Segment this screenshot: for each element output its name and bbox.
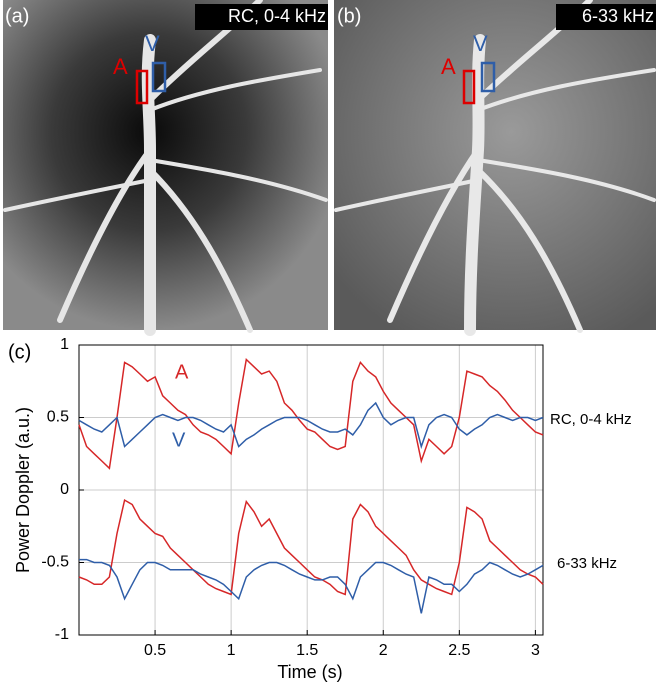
marker-label: A xyxy=(441,54,456,79)
annotation: A xyxy=(175,361,189,383)
data-line xyxy=(78,498,544,596)
x-tick-label: 3 xyxy=(531,642,540,659)
panel-title: RC, 0-4 kHz xyxy=(228,6,326,26)
data-line xyxy=(79,558,544,614)
x-tick-label: 0.5 xyxy=(144,642,166,659)
annotation: RC, 0-4 kHz xyxy=(550,411,632,428)
y-tick-label: 1 xyxy=(60,336,69,353)
marker-label: V xyxy=(145,31,160,56)
y-tick-label: 0 xyxy=(60,481,69,498)
panel-label: (a) xyxy=(5,5,29,27)
x-tick-label: 2.5 xyxy=(448,642,470,659)
panel-label: (c) xyxy=(8,341,31,363)
annotation: V xyxy=(172,429,186,451)
fundus-image xyxy=(3,0,328,330)
x-tick-label: 1.5 xyxy=(296,642,318,659)
image-panel-a: (a) RC, 0-4 kHz A V xyxy=(3,0,328,336)
fundus-image xyxy=(334,0,656,330)
x-tick-label: 2 xyxy=(379,642,388,659)
y-tick-label: -0.5 xyxy=(41,554,69,571)
y-tick-label: -1 xyxy=(55,626,69,643)
data-line xyxy=(78,401,544,450)
plot-frame xyxy=(78,344,544,636)
image-panel-b: (b) 6-33 kHz A V xyxy=(334,0,656,336)
marker-label: V xyxy=(473,31,488,56)
panel-label: (b) xyxy=(337,5,361,27)
x-tick-label: 1 xyxy=(227,642,236,659)
panel-title: 6-33 kHz xyxy=(582,6,654,26)
marker-label: A xyxy=(113,54,128,79)
y-axis-label: Power Doppler (a.u.) xyxy=(13,407,33,573)
annotation: 6-33 kHz xyxy=(557,555,617,572)
data-line xyxy=(78,357,544,470)
x-axis-label: Time (s) xyxy=(277,662,342,682)
y-tick-label: 0.5 xyxy=(47,409,69,426)
